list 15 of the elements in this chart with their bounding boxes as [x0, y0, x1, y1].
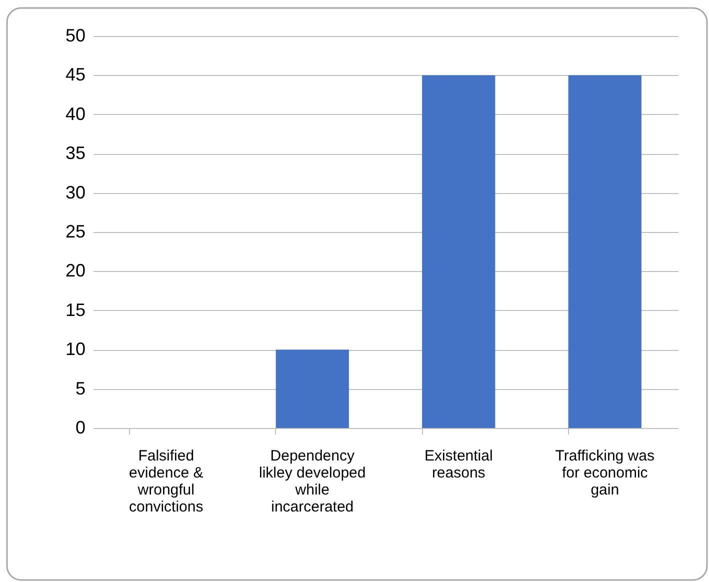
x-tick-label: Trafficking was for economic gain: [555, 448, 654, 498]
y-tick-label: 0: [75, 418, 86, 438]
y-tick-label: 5: [75, 378, 86, 398]
y-tick-label: 35: [65, 143, 86, 164]
x-tick-label: Dependency likley developed while incarcerated: [259, 448, 366, 516]
y-tick-label: 15: [65, 300, 86, 320]
y-tick-label: 40: [65, 104, 86, 124]
y-tick-label: 25: [65, 222, 86, 242]
y-tick-label: 20: [65, 260, 86, 281]
y-tick-label: 30: [65, 182, 86, 202]
x-tick-label: Falsified evidence & wrongful convictions: [129, 448, 204, 516]
x-tick-label: Existential reasons: [424, 448, 493, 482]
y-tick-label: 50: [65, 26, 86, 46]
y-tick-label: 10: [65, 339, 86, 360]
y-tick-label: 45: [65, 64, 86, 85]
